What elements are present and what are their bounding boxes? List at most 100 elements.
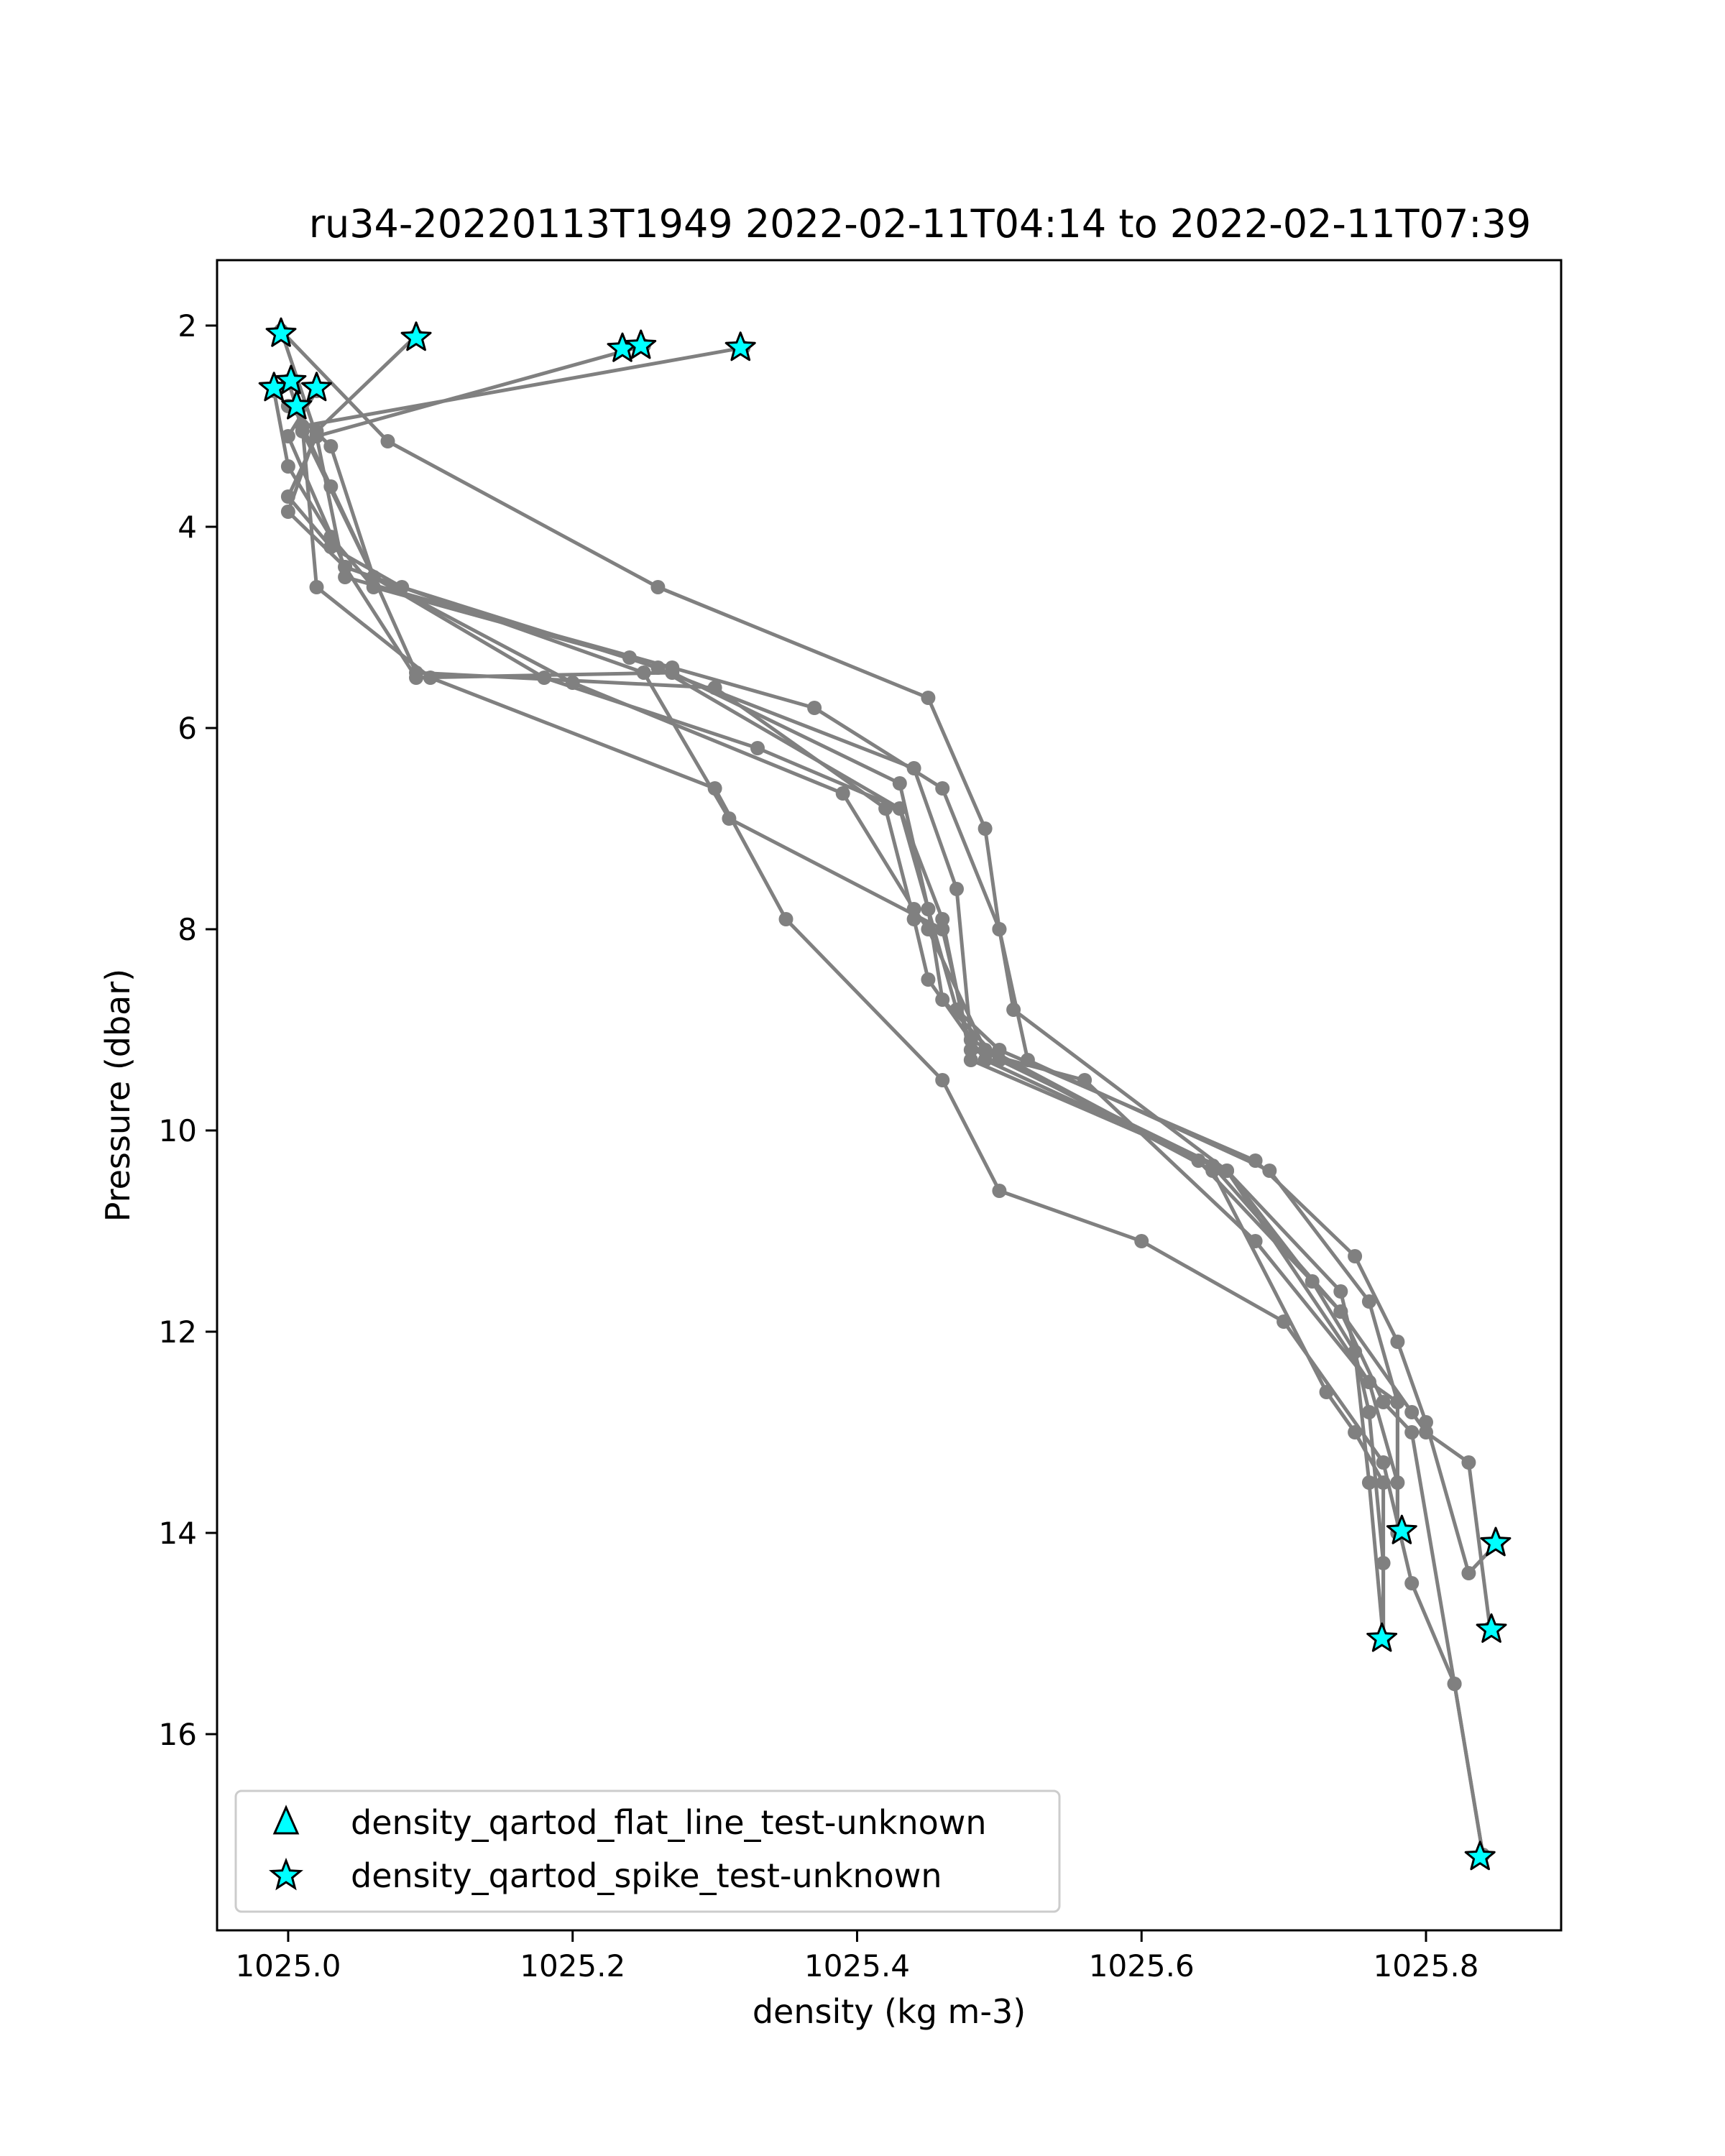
profile-point <box>1419 1425 1433 1439</box>
profile-point <box>921 691 936 705</box>
legend-triangle-icon <box>272 1805 300 1835</box>
profile-point <box>1220 1164 1234 1178</box>
profile-point <box>1390 1395 1405 1409</box>
profile-5 <box>280 384 1504 1580</box>
profile-point <box>280 489 295 504</box>
profile-point <box>992 922 1007 936</box>
profile-point <box>295 419 310 433</box>
y-tick-label: 16 <box>159 1717 197 1752</box>
profile-point <box>650 580 666 594</box>
profile-point <box>323 540 339 554</box>
profile-point <box>1376 1475 1391 1490</box>
profile-point <box>1333 1284 1348 1299</box>
profile-point <box>978 821 993 836</box>
spike-flag-star <box>1464 1841 1496 1871</box>
profile-point <box>1361 1294 1376 1309</box>
profile-point <box>1404 1425 1420 1439</box>
profile-point <box>778 912 794 926</box>
profile-point <box>921 902 936 916</box>
profile-point <box>921 922 936 936</box>
profile-line <box>286 344 1386 1639</box>
y-tick-label: 10 <box>159 1113 197 1148</box>
profile-point <box>1319 1385 1334 1399</box>
profile-point <box>1361 1405 1376 1419</box>
profile-10 <box>274 323 1391 1646</box>
profile-4 <box>280 374 1491 1862</box>
spike-flag-star <box>265 317 297 347</box>
profile-point <box>280 459 295 474</box>
profile-1 <box>280 399 1405 1540</box>
profile-9 <box>295 340 1391 1646</box>
profile-point <box>835 786 850 801</box>
profile-point <box>1205 1164 1220 1178</box>
profile-point <box>1390 1335 1405 1349</box>
y-tick-label: 12 <box>159 1314 197 1350</box>
spike-flag-star <box>1386 1514 1417 1544</box>
profile-point <box>935 1073 950 1087</box>
profile-point <box>565 676 580 690</box>
profile-line <box>272 390 1485 1856</box>
profile-point <box>963 1053 978 1067</box>
profile-2 <box>274 323 1405 1540</box>
profile-point <box>309 580 324 594</box>
profile-point <box>636 665 651 680</box>
profile-point <box>906 761 921 775</box>
profile-point <box>992 1043 1007 1057</box>
profile-point <box>807 701 822 715</box>
profile-point <box>1361 1475 1376 1490</box>
profile-point <box>892 801 907 816</box>
legend-box <box>234 1789 1061 1913</box>
spike-flag-star <box>301 372 332 402</box>
y-axis-label: Pressure (dbar) <box>98 969 137 1222</box>
spike-flag-star <box>1480 1526 1512 1557</box>
y-tick-label: 4 <box>178 510 197 545</box>
profile-point <box>1447 1677 1462 1691</box>
profile-point <box>1305 1274 1320 1289</box>
profile-point <box>380 434 395 448</box>
profile-point <box>309 429 324 443</box>
profile-point <box>1461 1566 1476 1580</box>
spike-flag-markers <box>258 317 1512 1871</box>
legend-entry-flat-line: density_qartod_flat_line_test-unknown <box>351 1803 987 1842</box>
y-tick-label: 2 <box>178 308 197 344</box>
profile-8 <box>280 338 1391 1646</box>
legend-entry-spike: density_qartod_spike_test-unknown <box>351 1856 942 1895</box>
profile-point <box>1262 1164 1277 1178</box>
profile-point <box>921 972 936 987</box>
profile-point <box>892 776 907 791</box>
plot-frame <box>216 259 1563 1932</box>
profile-line <box>286 390 1499 1575</box>
x-tick-label: 1025.0 <box>235 1948 341 1984</box>
spike-flag-star <box>1476 1613 1507 1643</box>
x-axis-label: density (kg m-3) <box>753 1992 1026 2031</box>
x-tick-label: 1025.4 <box>804 1948 910 1984</box>
profile-point <box>707 681 722 695</box>
profile-point <box>338 560 353 574</box>
profile-point <box>280 505 295 519</box>
profile-point <box>650 660 666 675</box>
profile-point <box>722 811 737 826</box>
chart-title: ru34-20220113T1949 2022-02-11T04:14 to 2… <box>309 201 1531 247</box>
profile-point <box>366 570 381 584</box>
profile-line <box>279 330 1399 1533</box>
profile-point <box>878 801 893 816</box>
profile-point <box>1248 1153 1263 1168</box>
legend: density_qartod_flat_line_test-unknown de… <box>234 1789 1061 1913</box>
spike-flag-star <box>625 329 657 359</box>
profile-line <box>287 405 1399 1533</box>
spike-flag-star <box>400 321 432 351</box>
profile-point <box>409 665 423 680</box>
y-tick-label: 6 <box>178 711 197 746</box>
spike-flag-star <box>1366 1622 1398 1652</box>
x-tick-label: 1025.2 <box>520 1948 625 1984</box>
profile-point <box>1006 1003 1021 1017</box>
y-tick-label: 8 <box>178 912 197 947</box>
profile-point <box>906 902 921 916</box>
profile-point <box>1404 1405 1420 1419</box>
profiles-layer <box>267 323 1504 1862</box>
profile-point <box>1361 1375 1376 1389</box>
spike-flag-star <box>275 364 307 395</box>
y-tick-label: 14 <box>159 1516 197 1551</box>
x-axis-ticks: 1025.0 1025.2 1025.4 1025.6 1025.8 <box>235 1930 1478 1984</box>
